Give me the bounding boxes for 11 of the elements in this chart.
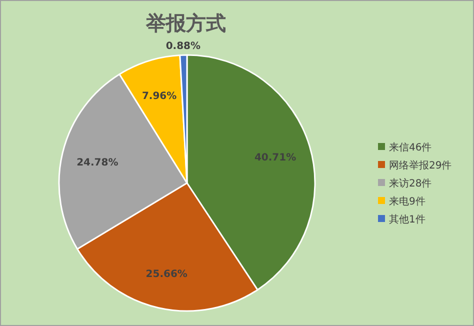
- legend-label: 来访28件: [389, 178, 432, 190]
- legend-label: 网络举报29件: [389, 160, 452, 172]
- data-label: 24.78%: [76, 157, 118, 168]
- chart-title: 举报方式: [145, 11, 226, 35]
- legend-label: 来信46件: [389, 142, 432, 154]
- legend-label: 来电9件: [389, 196, 426, 208]
- data-label: 25.66%: [146, 268, 188, 280]
- data-label: 40.71%: [254, 152, 296, 164]
- data-label: 7.96%: [142, 91, 177, 102]
- legend-label: 其他1件: [389, 214, 426, 226]
- data-label: 0.88%: [166, 41, 201, 52]
